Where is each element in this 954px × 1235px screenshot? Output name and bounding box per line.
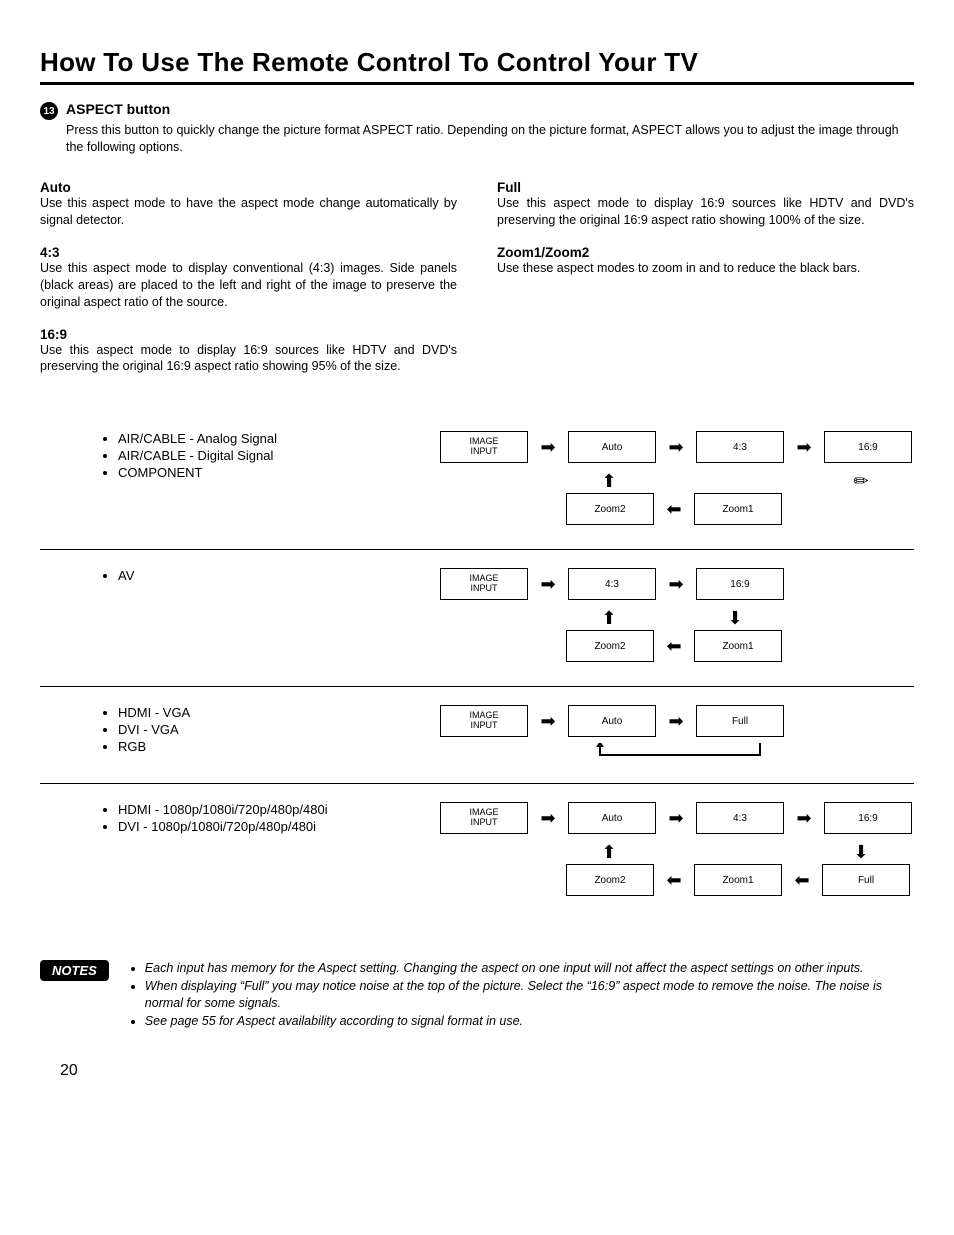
flow-box-full: Full xyxy=(696,705,784,737)
arrow-left-icon: ⬅ xyxy=(660,871,688,889)
list-item: AIR/CABLE - Analog Signal xyxy=(118,431,440,446)
arrow-right-icon: ➡ xyxy=(534,575,562,593)
flow-a-inputs: AIR/CABLE - Analog Signal AIR/CABLE - Di… xyxy=(40,431,440,531)
flow-c-diagram: IMAGE INPUT ➡ Auto ➡ Full xyxy=(440,705,914,765)
arrow-left-icon: ⬅ xyxy=(660,637,688,655)
flow-section-b: AV IMAGE INPUT ➡ 4:3 ➡ 16:9 ⬆ ⬇ Zoom2 ⬅ … xyxy=(40,549,914,686)
flow-box-169: 16:9 xyxy=(824,431,912,463)
mode-43-desc: Use this aspect mode to display conventi… xyxy=(40,260,457,311)
aspect-heading: ASPECT button xyxy=(66,101,170,117)
flow-box-43: 4:3 xyxy=(696,431,784,463)
arrow-left-icon: ⬅ xyxy=(660,500,688,518)
flow-box-zoom2: Zoom2 xyxy=(566,493,654,525)
page-title: How To Use The Remote Control To Control… xyxy=(40,47,914,85)
arrow-right-icon: ➡ xyxy=(534,809,562,827)
flow-box-zoom1: Zoom1 xyxy=(694,630,782,662)
mode-full-title: Full xyxy=(497,180,914,195)
arrow-diag-icon: ✏ xyxy=(847,472,875,490)
flow-box-image-input: IMAGE INPUT xyxy=(440,705,528,737)
mode-full-desc: Use this aspect mode to display 16:9 sou… xyxy=(497,195,914,229)
flow-section-c: HDMI - VGA DVI - VGA RGB IMAGE INPUT ➡ A… xyxy=(40,686,914,783)
list-item: AV xyxy=(118,568,440,583)
arrow-right-icon: ➡ xyxy=(662,438,690,456)
arrow-right-icon: ➡ xyxy=(534,438,562,456)
flow-c-inputs: HDMI - VGA DVI - VGA RGB xyxy=(40,705,440,765)
flow-box-zoom1: Zoom1 xyxy=(694,864,782,896)
notes-list: Each input has memory for the Aspect set… xyxy=(127,960,914,1030)
arrow-up-icon: ⬆ xyxy=(595,472,623,490)
aspect-description: Press this button to quickly change the … xyxy=(66,122,914,156)
note-item: See page 55 for Aspect availability acco… xyxy=(145,1013,914,1031)
note-item: When displaying “Full” you may notice no… xyxy=(145,978,914,1013)
list-item: DVI - 1080p/1080i/720p/480p/480i xyxy=(118,819,440,834)
arrow-up-icon: ⬆ xyxy=(595,609,623,627)
list-item: RGB xyxy=(118,739,440,754)
flow-b-diagram: IMAGE INPUT ➡ 4:3 ➡ 16:9 ⬆ ⬇ Zoom2 ⬅ Zoo… xyxy=(440,568,914,668)
page-number: 20 xyxy=(60,1062,78,1080)
flow-b-inputs: AV xyxy=(40,568,440,668)
arrow-left-icon: ⬅ xyxy=(788,871,816,889)
flow-d-inputs: HDMI - 1080p/1080i/720p/480p/480i DVI - … xyxy=(40,802,440,902)
note-item: Each input has memory for the Aspect set… xyxy=(145,960,914,978)
arrow-right-icon: ➡ xyxy=(662,809,690,827)
arrow-down-icon: ⬇ xyxy=(847,843,875,861)
flow-box-zoom1: Zoom1 xyxy=(694,493,782,525)
aspect-modes-columns: Auto Use this aspect mode to have the as… xyxy=(40,180,914,391)
mode-auto-desc: Use this aspect mode to have the aspect … xyxy=(40,195,457,229)
flow-section-d: HDMI - 1080p/1080i/720p/480p/480i DVI - … xyxy=(40,783,914,920)
mode-auto-title: Auto xyxy=(40,180,457,195)
notes-label: NOTES xyxy=(40,960,109,981)
flow-box-zoom2: Zoom2 xyxy=(566,864,654,896)
list-item: HDMI - 1080p/1080i/720p/480p/480i xyxy=(118,802,440,817)
flow-box-auto: Auto xyxy=(568,431,656,463)
flow-box-169: 16:9 xyxy=(824,802,912,834)
mode-169-desc: Use this aspect mode to display 16:9 sou… xyxy=(40,342,457,376)
arrow-right-icon: ➡ xyxy=(534,712,562,730)
arrow-right-icon: ➡ xyxy=(790,809,818,827)
mode-43-title: 4:3 xyxy=(40,245,457,260)
flow-section-a: AIR/CABLE - Analog Signal AIR/CABLE - Di… xyxy=(40,431,914,549)
mode-169-title: 16:9 xyxy=(40,327,457,342)
arrow-down-icon: ⬇ xyxy=(721,609,749,627)
flow-box-43: 4:3 xyxy=(568,568,656,600)
flow-box-image-input: IMAGE INPUT xyxy=(440,431,528,463)
flow-box-auto: Auto xyxy=(568,802,656,834)
flow-a-diagram: IMAGE INPUT ➡ Auto ➡ 4:3 ➡ 16:9 ⬆ ✏ Zoom… xyxy=(440,431,914,531)
flow-box-full: Full xyxy=(822,864,910,896)
section-header: 13 ASPECT button xyxy=(40,101,914,120)
list-item: COMPONENT xyxy=(118,465,440,480)
arrow-right-icon: ➡ xyxy=(662,712,690,730)
mode-zoom-desc: Use these aspect modes to zoom in and to… xyxy=(497,260,914,277)
list-item: AIR/CABLE - Digital Signal xyxy=(118,448,440,463)
flow-d-diagram: IMAGE INPUT ➡ Auto ➡ 4:3 ➡ 16:9 ⬆ ⬇ Zoom… xyxy=(440,802,914,902)
arrow-right-icon: ➡ xyxy=(662,575,690,593)
list-item: DVI - VGA xyxy=(118,722,440,737)
list-item: HDMI - VGA xyxy=(118,705,440,720)
arrow-right-icon: ➡ xyxy=(790,438,818,456)
flow-box-image-input: IMAGE INPUT xyxy=(440,568,528,600)
flow-box-image-input: IMAGE INPUT xyxy=(440,802,528,834)
loop-connector-icon xyxy=(560,743,780,765)
section-number-badge: 13 xyxy=(40,102,58,120)
flow-box-auto: Auto xyxy=(568,705,656,737)
mode-zoom-title: Zoom1/Zoom2 xyxy=(497,245,914,260)
flow-box-43: 4:3 xyxy=(696,802,784,834)
flow-box-zoom2: Zoom2 xyxy=(566,630,654,662)
flow-box-169: 16:9 xyxy=(696,568,784,600)
arrow-up-icon: ⬆ xyxy=(595,843,623,861)
notes-section: NOTES Each input has memory for the Aspe… xyxy=(40,960,914,1030)
